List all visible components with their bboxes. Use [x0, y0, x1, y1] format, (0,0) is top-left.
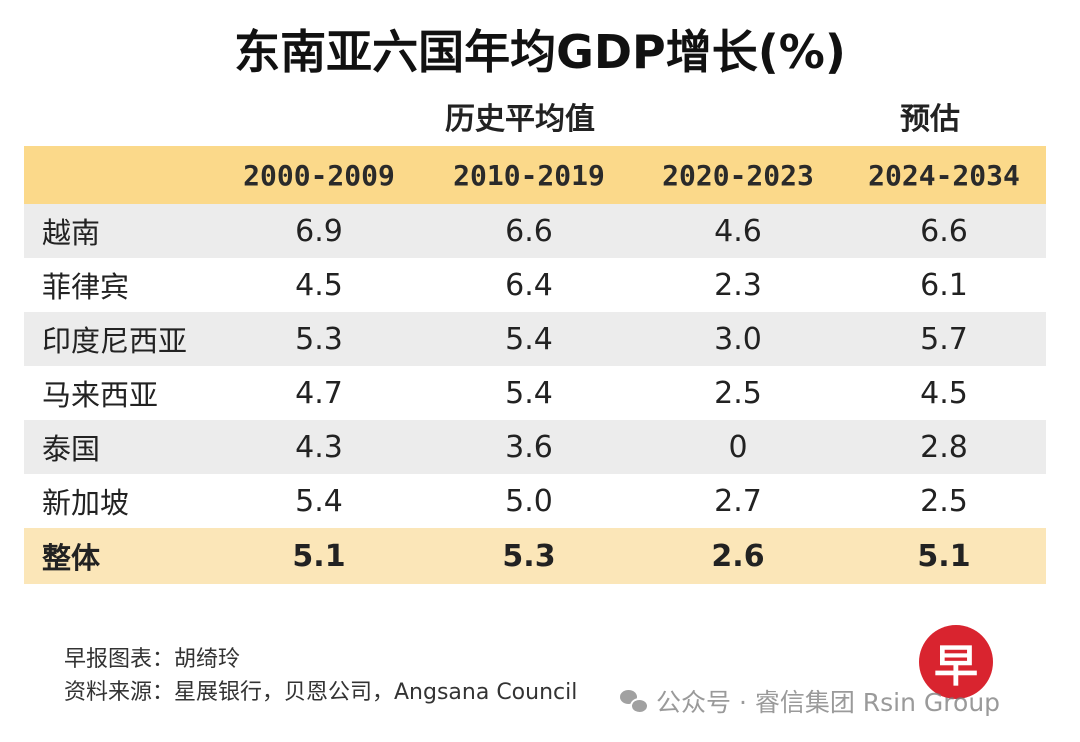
value-cell: 2.7	[714, 483, 762, 519]
country-label: 印度尼西亚	[42, 324, 188, 358]
table-row: 菲律宾 4.5 6.4 2.3 6.1	[24, 258, 1046, 312]
value-cell: 4.5	[295, 267, 343, 303]
value-cell: 5.3	[295, 321, 343, 357]
value-cell: 5.7	[920, 321, 968, 357]
group-header-forecast: 预估	[900, 102, 960, 137]
value-cell: 2.5	[714, 375, 762, 411]
value-cell: 6.6	[920, 213, 968, 249]
watermark: 公众号 · 睿信集团 Rsin Group	[620, 683, 1000, 719]
value-cell: 5.0	[505, 483, 553, 519]
total-value-cell: 5.1	[292, 538, 346, 574]
value-cell: 3.0	[714, 321, 762, 357]
country-label: 菲律宾	[42, 270, 130, 304]
country-label: 新加坡	[42, 486, 130, 520]
chart-credit: 早报图表：胡绮玲	[64, 647, 241, 672]
value-cell: 5.4	[505, 321, 553, 357]
total-value-cell: 5.3	[502, 538, 556, 574]
header-cell-2000-2009: 2000-2009	[243, 158, 395, 192]
value-cell: 2.3	[714, 267, 762, 303]
table-row: 新加坡 5.4 5.0 2.7 2.5	[24, 474, 1046, 528]
value-cell: 3.6	[505, 429, 553, 465]
value-cell: 6.6	[505, 213, 553, 249]
table-row: 越南 6.9 6.6 4.6 6.6	[24, 204, 1046, 258]
value-cell: 6.9	[295, 213, 343, 249]
header-cell-2020-2023: 2020-2023	[662, 158, 814, 192]
country-label: 马来西亚	[42, 378, 159, 412]
country-label: 越南	[42, 216, 101, 250]
value-cell: 0	[728, 429, 748, 465]
value-cell: 4.7	[295, 375, 343, 411]
value-cell: 2.8	[920, 429, 968, 465]
value-cell: 4.5	[920, 375, 968, 411]
value-cell: 4.3	[295, 429, 343, 465]
value-cell: 5.4	[295, 483, 343, 519]
header-cell-2024-2034: 2024-2034	[868, 158, 1020, 192]
table-row: 泰国 4.3 3.6 0 2.8	[24, 420, 1046, 474]
total-value-cell: 2.6	[711, 538, 765, 574]
value-cell: 6.1	[920, 267, 968, 303]
table-total-row: 整体 5.1 5.3 2.6 5.1	[24, 528, 1046, 584]
zaobao-logo-icon: 早	[919, 625, 993, 699]
total-label: 整体	[42, 541, 101, 575]
value-cell: 2.5	[920, 483, 968, 519]
value-cell: 5.4	[505, 375, 553, 411]
value-cell: 6.4	[505, 267, 553, 303]
value-cell: 4.6	[714, 213, 762, 249]
data-source: 资料来源：星展银行，贝恩公司，Angsana Council	[64, 680, 578, 705]
watermark-text: 公众号 · 睿信集团 Rsin Group	[656, 688, 1001, 717]
chart-title: 东南亚六国年均GDP增长(%)	[234, 25, 846, 79]
total-value-cell: 5.1	[917, 538, 971, 574]
table-row: 马来西亚 4.7 5.4 2.5 4.5	[24, 366, 1046, 420]
header-cell-2010-2019: 2010-2019	[453, 158, 605, 192]
table-row: 印度尼西亚 5.3 5.4 3.0 5.7	[24, 312, 1046, 366]
gdp-table: 2000-2009 2010-2019 2020-2023 2024-2034 …	[24, 146, 1046, 584]
wechat-icon	[620, 690, 649, 714]
group-header-historical: 历史平均值	[445, 102, 595, 137]
table-header-row: 2000-2009 2010-2019 2020-2023 2024-2034	[24, 146, 1046, 204]
country-label: 泰国	[42, 432, 101, 466]
